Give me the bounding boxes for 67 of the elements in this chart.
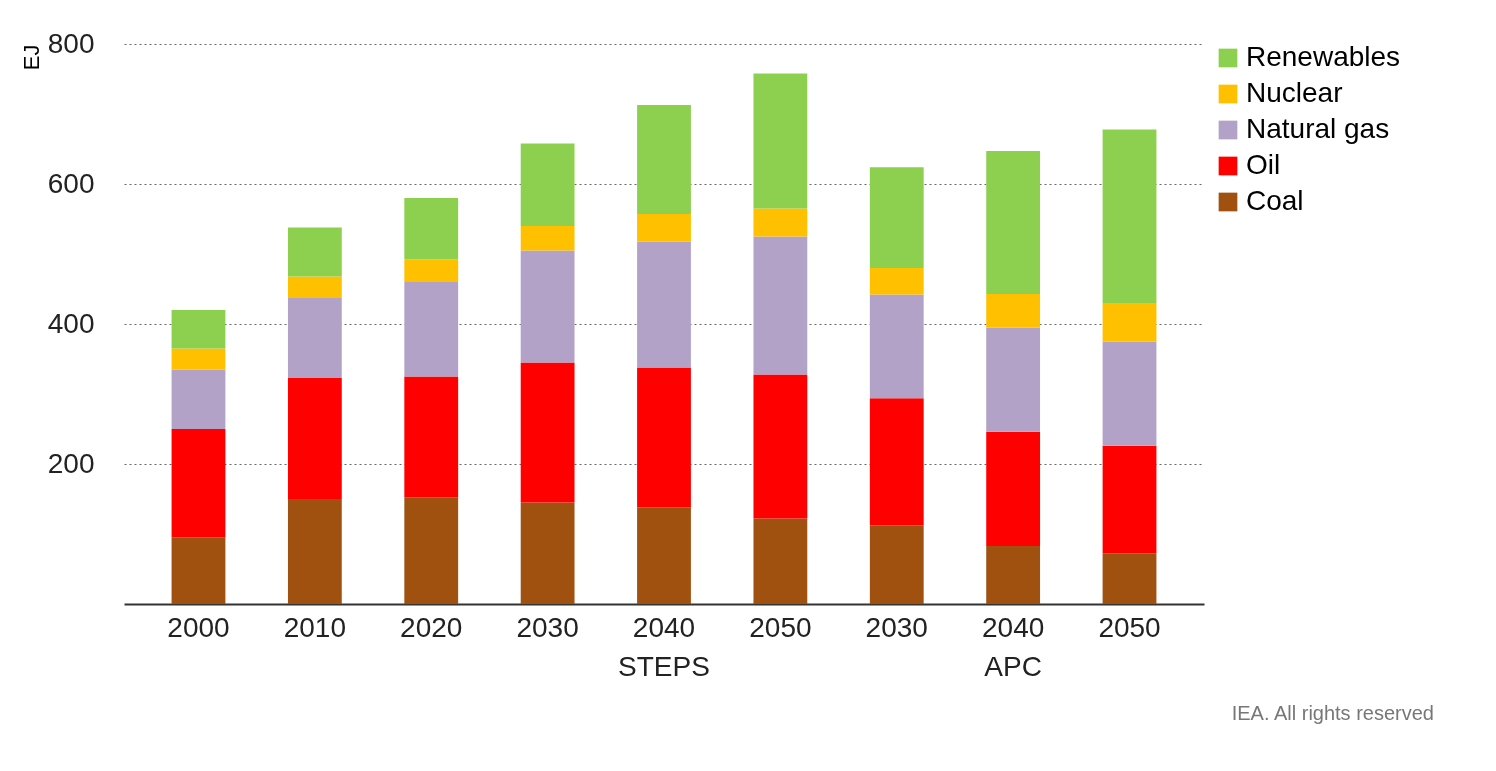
bar	[637, 367, 691, 508]
y-tick-label: 400	[47, 307, 95, 339]
bar	[986, 545, 1041, 604]
bar	[171, 310, 226, 349]
x-tick-label: 2030	[516, 611, 579, 643]
bar	[753, 374, 808, 519]
bar	[1102, 445, 1157, 554]
bar	[869, 268, 924, 295]
bar	[1102, 341, 1157, 446]
x-tick-label: 2000	[167, 611, 230, 643]
bar	[869, 294, 924, 399]
bar	[404, 497, 459, 604]
legend-label: Coal	[1246, 185, 1304, 216]
bar	[753, 208, 808, 237]
bar	[637, 241, 691, 368]
bar	[520, 250, 575, 363]
legend-label: Renewables	[1246, 41, 1401, 72]
bar	[520, 226, 575, 251]
bar	[287, 227, 342, 277]
y-axis-title: EJ	[18, 44, 44, 71]
y-tick-label: 600	[47, 167, 95, 199]
bar	[753, 236, 808, 375]
bar	[869, 525, 924, 604]
bar	[287, 298, 342, 378]
bar	[287, 377, 342, 499]
bar	[869, 398, 924, 526]
bar	[753, 518, 808, 604]
bar	[404, 259, 459, 282]
bar	[1102, 553, 1157, 604]
bar	[520, 502, 575, 604]
x-tick-label: 2040	[632, 611, 696, 643]
bar	[287, 276, 342, 299]
bar	[404, 198, 459, 260]
x-tick-label: 2040	[981, 611, 1045, 643]
bar	[753, 73, 808, 209]
bar	[637, 507, 691, 604]
bar	[986, 431, 1041, 546]
x-tick-label: 2050	[1098, 611, 1161, 643]
bar	[171, 348, 226, 370]
y-tick-label: 800	[47, 27, 95, 59]
bar	[404, 282, 459, 377]
bar	[986, 293, 1041, 328]
text: STEPS	[618, 651, 710, 682]
bar	[986, 327, 1041, 432]
bar	[637, 214, 691, 242]
bar	[1102, 129, 1157, 303]
text: APC	[984, 651, 1042, 682]
bar	[869, 167, 924, 268]
bar	[287, 499, 342, 604]
legend-label: Nuclear	[1246, 77, 1343, 108]
bar	[986, 151, 1041, 294]
x-tick-label: 2050	[749, 611, 812, 643]
legend-label: Natural gas	[1246, 113, 1390, 144]
x-tick-label: 2020	[400, 611, 463, 643]
y-tick-label: 200	[47, 447, 95, 479]
bar	[520, 143, 575, 226]
text: IEA. All rights reserved	[1231, 702, 1434, 724]
bar	[520, 362, 575, 503]
x-tick-label: 2030	[865, 611, 928, 643]
bar	[171, 429, 226, 538]
legend-label: Oil	[1246, 149, 1281, 180]
bar	[637, 104, 691, 215]
bar	[171, 369, 226, 429]
bar	[171, 537, 226, 604]
bar	[1102, 303, 1157, 342]
bar	[404, 376, 459, 498]
x-tick-label: 2010	[283, 611, 347, 643]
